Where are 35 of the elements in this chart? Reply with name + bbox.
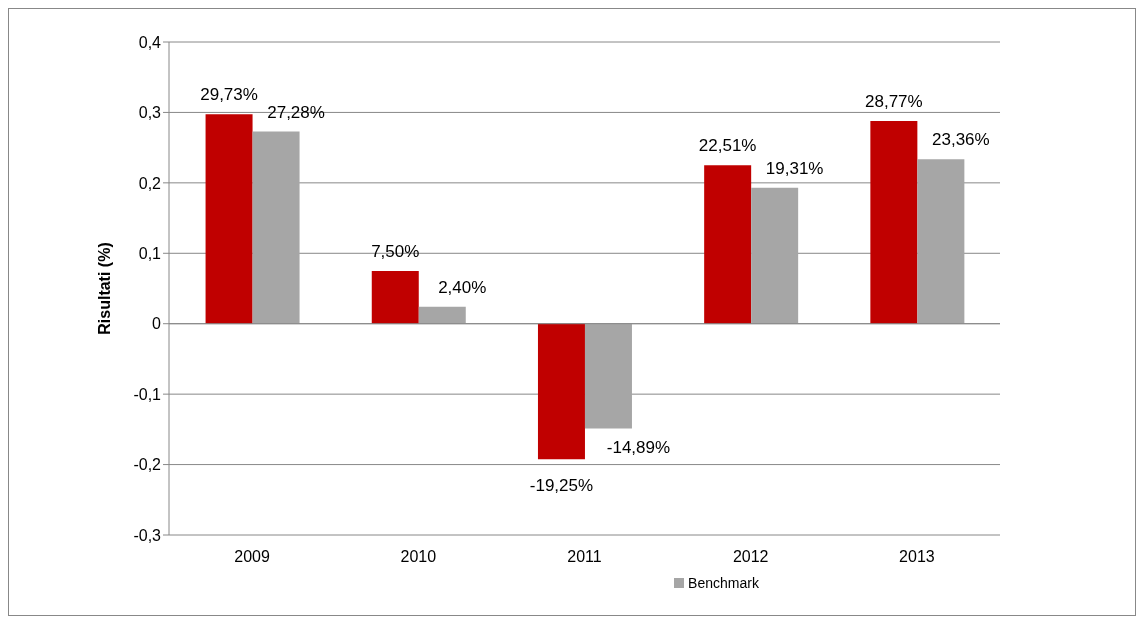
y-tick-label: 0,4 [138,33,162,51]
bar [418,306,466,324]
bar [917,159,965,324]
bar [205,114,253,324]
data-label: 27,28% [267,102,325,122]
data-label: 19,31% [765,158,824,178]
y-tick-label: -0,1 [133,385,162,403]
data-label: -14,89% [606,437,671,457]
y-tick-label: -0,3 [133,526,162,544]
bar [371,270,419,324]
x-tick-label: 2010 [400,548,437,566]
x-tick-label: 2011 [567,548,602,566]
x-tick-label: 2013 [899,548,935,566]
legend-label: Benchmark [688,575,759,591]
bar [252,131,300,324]
data-label: 7,50% [371,241,420,261]
y-tick-label: 0,2 [138,174,162,192]
x-tick-label: 2012 [732,548,769,566]
data-label: 29,73% [200,85,258,105]
x-tick-label: 2009 [234,548,270,566]
bar [751,187,799,324]
data-label: 22,51% [698,136,757,156]
data-label: 2,40% [438,277,487,297]
data-label: 28,77% [865,92,923,112]
bar [537,323,585,460]
y-tick-label: 0,1 [138,244,162,262]
bar [584,323,632,429]
y-tick-label: -0,2 [133,456,162,474]
data-label: 23,36% [932,130,990,150]
bar [870,121,918,324]
data-label: -19,25% [529,476,594,496]
bar [704,165,752,324]
y-axis-title: Risultati (%) [95,242,113,335]
y-tick-label: 0,3 [138,104,162,122]
y-tick-label: 0 [152,315,162,333]
